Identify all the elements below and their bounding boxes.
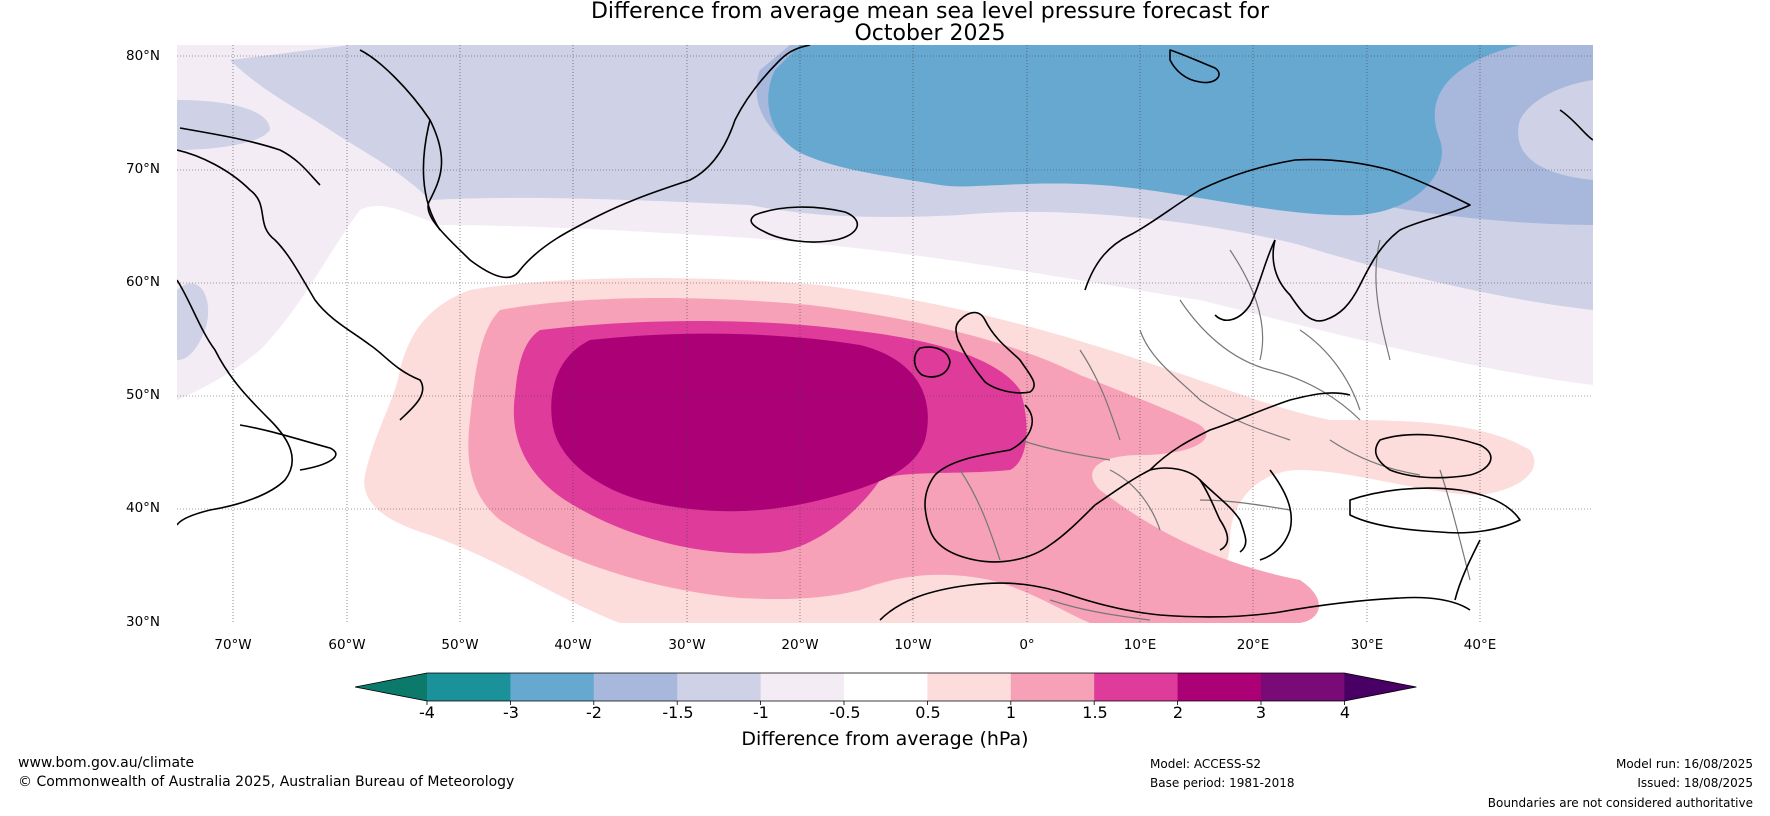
anomaly-region-minus-2 — [768, 45, 1520, 216]
lon-label-0: 0° — [1019, 637, 1035, 653]
colorbar-segment — [1261, 673, 1345, 701]
lat-label-50n: 50°N — [126, 387, 161, 403]
lon-label-60w: 60°W — [328, 637, 366, 653]
bom-url: www.bom.gov.au/climate — [18, 755, 195, 771]
lon-label-50w: 50°W — [441, 637, 479, 653]
map-title-line2: October 2025 — [854, 21, 1006, 46]
colorbar-segment — [593, 673, 678, 701]
colorbar-segment — [1094, 673, 1179, 701]
lat-label-60n: 60°N — [126, 274, 161, 290]
model-run-date: Model run: 16/08/2025 — [1615, 757, 1753, 771]
lon-label-40w: 40°W — [554, 637, 592, 653]
boundaries-disclaimer: Boundaries are not considered authoritat… — [1487, 796, 1753, 810]
map-title-line1: Difference from average mean sea level p… — [590, 0, 1270, 24]
lon-label-10e: 10°E — [1123, 637, 1157, 653]
colorbar-segment — [677, 673, 762, 701]
coastlines — [177, 45, 1593, 621]
colorbar-extend-max — [1344, 673, 1417, 701]
colorbar-tick: -1.5 — [662, 703, 694, 722]
colorbar-tick: -1 — [753, 703, 769, 722]
base-period: Base period: 1981-2018 — [1150, 776, 1295, 790]
colorbar-tick: -0.5 — [829, 703, 861, 722]
anomaly-region-minus-1-sw — [177, 283, 209, 360]
issued-date: Issued: 18/08/2025 — [1637, 776, 1753, 790]
copyright-notice: © Commonwealth of Australia 2025, Austra… — [18, 774, 515, 790]
lon-label-70w: 70°W — [214, 637, 252, 653]
colorbar-tick: 1 — [1005, 703, 1017, 722]
colorbar-segment — [844, 673, 928, 701]
lon-label-20w: 20°W — [781, 637, 819, 653]
lon-label-30e: 30°E — [1350, 637, 1384, 653]
lon-label-40e: 40°E — [1463, 637, 1497, 653]
graticule — [177, 45, 1593, 623]
colorbar-tick: 2 — [1172, 703, 1184, 722]
colorbar-title: Difference from average (hPa) — [741, 728, 1029, 750]
lat-label-70n: 70°N — [126, 161, 161, 177]
colorbar-tick: 4 — [1339, 703, 1351, 722]
lat-label-30n: 30°N — [126, 614, 161, 630]
colorbar-tick: -2 — [586, 703, 602, 722]
colorbar-tick: -4 — [419, 703, 435, 722]
anomaly-region-plus-2 — [551, 333, 928, 512]
colorbar-segment — [760, 673, 845, 701]
colorbar-tick: 3 — [1255, 703, 1267, 722]
colorbar-segment — [427, 673, 511, 701]
colorbar-segment — [1010, 673, 1095, 701]
lon-label-10w: 10°W — [894, 637, 932, 653]
anomaly-region-minus-1-west — [177, 100, 270, 150]
colorbar-extend-min — [355, 673, 427, 701]
model-name: Model: ACCESS-S2 — [1150, 757, 1262, 771]
colorbar-tick: -3 — [503, 703, 519, 722]
colorbar-tick: 0.5 — [915, 703, 941, 722]
colorbar-tick: 1.5 — [1082, 703, 1108, 722]
lat-label-80n: 80°N — [126, 48, 161, 64]
country-boundaries — [959, 239, 1471, 621]
colorbar-segment — [510, 673, 595, 701]
colorbar-segment — [927, 673, 1012, 701]
lat-label-40n: 40°N — [126, 500, 161, 516]
colorbar-segment — [1177, 673, 1262, 701]
lon-label-20e: 20°E — [1236, 637, 1270, 653]
lon-label-30w: 30°W — [668, 637, 706, 653]
